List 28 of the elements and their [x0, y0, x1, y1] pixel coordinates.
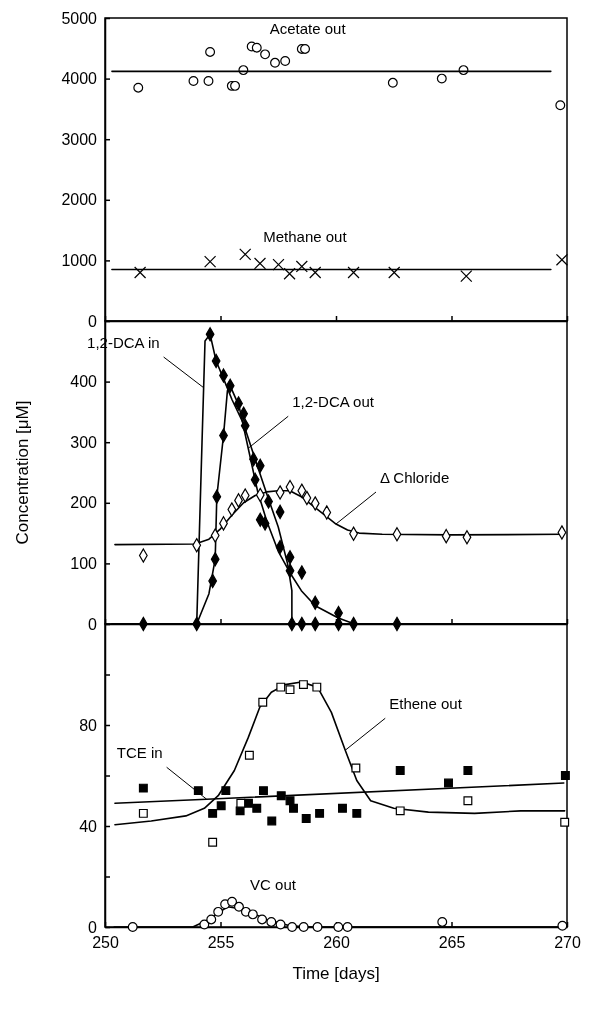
- y-tick-label: 100: [70, 555, 98, 573]
- x-tick-label: 265: [438, 934, 466, 952]
- y-tick-label: 0: [88, 918, 98, 936]
- y-tick-label: 5000: [61, 9, 98, 27]
- y-tick-label: 200: [70, 494, 98, 512]
- y-tick-label: 0: [88, 312, 98, 330]
- y-tick-label: 40: [79, 817, 98, 835]
- x-tick-label: 260: [323, 934, 350, 952]
- y-tick-label: 2000: [61, 191, 98, 209]
- x-tick-label: 270: [554, 934, 581, 952]
- y-tick-label: 400: [70, 373, 98, 391]
- y-tick-label: 300: [70, 433, 98, 451]
- y-tick-label: 0: [88, 615, 98, 633]
- x-tick-label: 250: [92, 934, 119, 952]
- y-tick-label: 3000: [61, 130, 98, 148]
- annotation: Ethene out: [389, 695, 463, 713]
- x-tick-label: 255: [207, 934, 235, 952]
- y-tick-label: 80: [79, 716, 98, 734]
- x-axis-title: Time [days]: [292, 964, 380, 983]
- y-tick-label: 1000: [61, 252, 98, 270]
- series-label: VC out: [250, 875, 297, 893]
- y-axis-title: Concentration [μM]: [13, 400, 32, 545]
- series-label: Acetate out: [269, 20, 347, 38]
- annotation: Δ Chloride: [380, 469, 450, 487]
- y-tick-label: 4000: [61, 70, 98, 88]
- annotation: 1,2-DCA out: [292, 393, 375, 411]
- annotation: TCE in: [116, 744, 163, 762]
- series-label: Methane out: [263, 228, 348, 246]
